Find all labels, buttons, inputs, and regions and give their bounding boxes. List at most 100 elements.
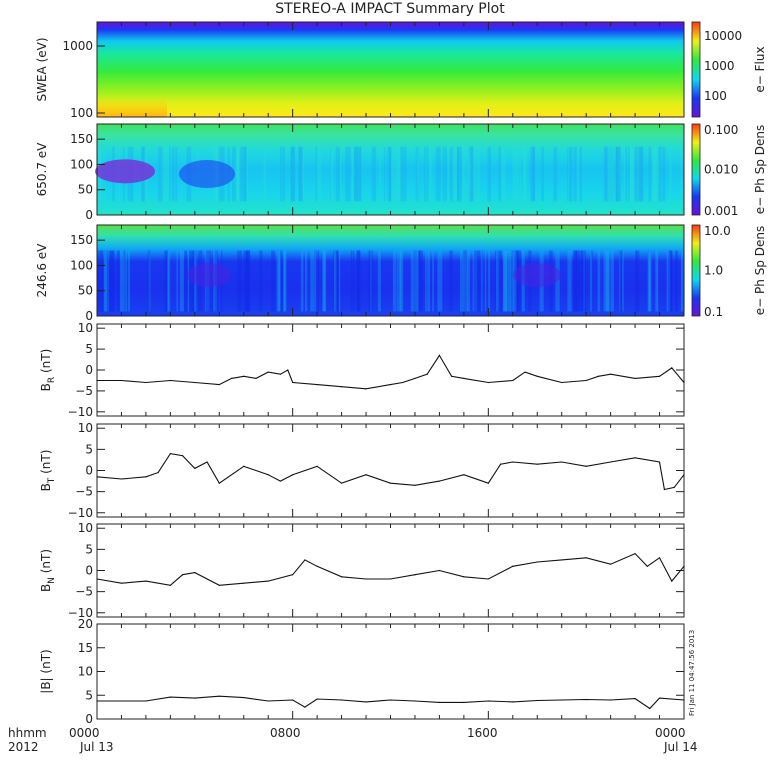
- data-point: [463, 701, 465, 703]
- data-point: [389, 699, 392, 701]
- heatmap-streak: [581, 250, 586, 312]
- data-point: [671, 580, 673, 582]
- data-point: [267, 700, 269, 702]
- heatmap-streak: [396, 146, 401, 202]
- data-point: [487, 482, 489, 484]
- data-point: [292, 474, 294, 476]
- heatmap-streak: [300, 250, 304, 312]
- data-point: [145, 476, 147, 478]
- heatmap-streak: [437, 250, 443, 312]
- heatmap-streak: [167, 250, 170, 312]
- data-point: [145, 700, 147, 702]
- heatmap-streak: [292, 146, 296, 202]
- data-point: [585, 557, 587, 559]
- heatmap-streak: [168, 250, 171, 312]
- heatmap-streak: [449, 146, 454, 202]
- heatmap-streak: [278, 250, 281, 312]
- heatmap-warm-patch: [97, 96, 167, 117]
- data-point: [673, 486, 675, 489]
- data-point: [610, 699, 612, 701]
- y-tick-label: 10: [78, 421, 93, 435]
- heatmap-streak: [519, 146, 522, 202]
- heatmap-streak: [635, 250, 637, 312]
- data-point: [316, 465, 318, 467]
- data-point: [316, 565, 318, 567]
- heatmap-streak: [681, 250, 685, 312]
- heatmap-streak: [512, 250, 517, 312]
- heatmap-streak: [391, 146, 396, 202]
- colorbar-tick-label: 1000: [704, 59, 735, 73]
- data-point: [610, 563, 612, 565]
- data-point: [487, 578, 489, 580]
- heatmap-streak: [616, 146, 621, 202]
- heatmap-streak: [335, 250, 339, 312]
- heatmap-streak: [652, 146, 656, 202]
- heatmap-streak: [625, 146, 628, 202]
- heatmap-streak: [481, 250, 484, 312]
- heatmap-streak: [148, 250, 151, 312]
- data-point: [267, 474, 269, 476]
- heatmap-streak: [418, 250, 423, 312]
- heatmap-streak: [488, 250, 491, 312]
- heatmap-streak: [351, 146, 355, 202]
- heatmap-streak: [553, 146, 558, 202]
- data-point: [340, 482, 343, 484]
- heatmap-streak: [371, 146, 376, 202]
- heatmap-streak: [477, 250, 481, 312]
- data-point: [218, 384, 220, 386]
- data-point: [316, 384, 318, 386]
- y-tick-label: −5: [75, 485, 93, 499]
- y-tick-label: −10: [68, 606, 93, 620]
- y-tick-label: 100: [70, 106, 93, 120]
- y-tick-label: 100: [70, 157, 93, 171]
- heatmap-blob: [95, 159, 155, 184]
- heatmap-streak: [657, 146, 661, 202]
- heatmap-streak: [456, 146, 459, 202]
- data-point: [243, 582, 245, 584]
- heatmap-streak: [103, 250, 109, 312]
- heatmap-streak: [466, 250, 471, 312]
- heatmap-streak: [615, 146, 620, 202]
- y-tick-label: 100: [70, 258, 93, 272]
- data-point: [634, 697, 636, 700]
- heatmap-streak: [377, 250, 381, 312]
- data-point: [649, 707, 651, 710]
- heatmap-streak: [277, 250, 283, 312]
- data-point: [279, 480, 282, 482]
- data-point: [438, 480, 441, 482]
- data-point: [426, 373, 428, 375]
- y-tick-label: −10: [68, 506, 93, 520]
- heatmap-streak: [638, 146, 643, 202]
- heatmap-streak: [573, 250, 578, 312]
- heatmap-streak: [619, 250, 624, 312]
- heatmap-streak: [403, 146, 407, 202]
- heatmap-streak: [416, 146, 420, 202]
- heatmap-streak: [472, 250, 475, 312]
- time-tick-label: 0000: [69, 726, 100, 740]
- heatmap-streak: [399, 250, 404, 312]
- heatmap-blob: [179, 160, 235, 189]
- heatmap-streak: [244, 146, 247, 202]
- heatmap-streak: [576, 146, 579, 202]
- heatmap-streak: [239, 146, 243, 202]
- heatmap-streak: [661, 146, 666, 202]
- data-point: [169, 696, 171, 698]
- heatmap-streak: [506, 250, 509, 312]
- data-point: [561, 559, 563, 561]
- heatmap-streak: [168, 146, 171, 202]
- heatmap-streak: [466, 146, 471, 202]
- data-point: [96, 578, 98, 580]
- heatmap-streak: [487, 146, 491, 202]
- heatmap-streak: [412, 250, 417, 312]
- heatmap-streak: [516, 146, 520, 202]
- data-point: [438, 701, 441, 703]
- panel-frame: [96, 423, 685, 518]
- heatmap-streak: [461, 146, 466, 202]
- data-point: [340, 576, 343, 578]
- heatmap-streak: [298, 146, 303, 202]
- heatmap-streak: [127, 250, 131, 312]
- colorbar-label: e− Ph Sp Dens: [753, 226, 767, 315]
- heatmap-streak: [567, 250, 572, 312]
- heatmap-streak: [624, 146, 626, 202]
